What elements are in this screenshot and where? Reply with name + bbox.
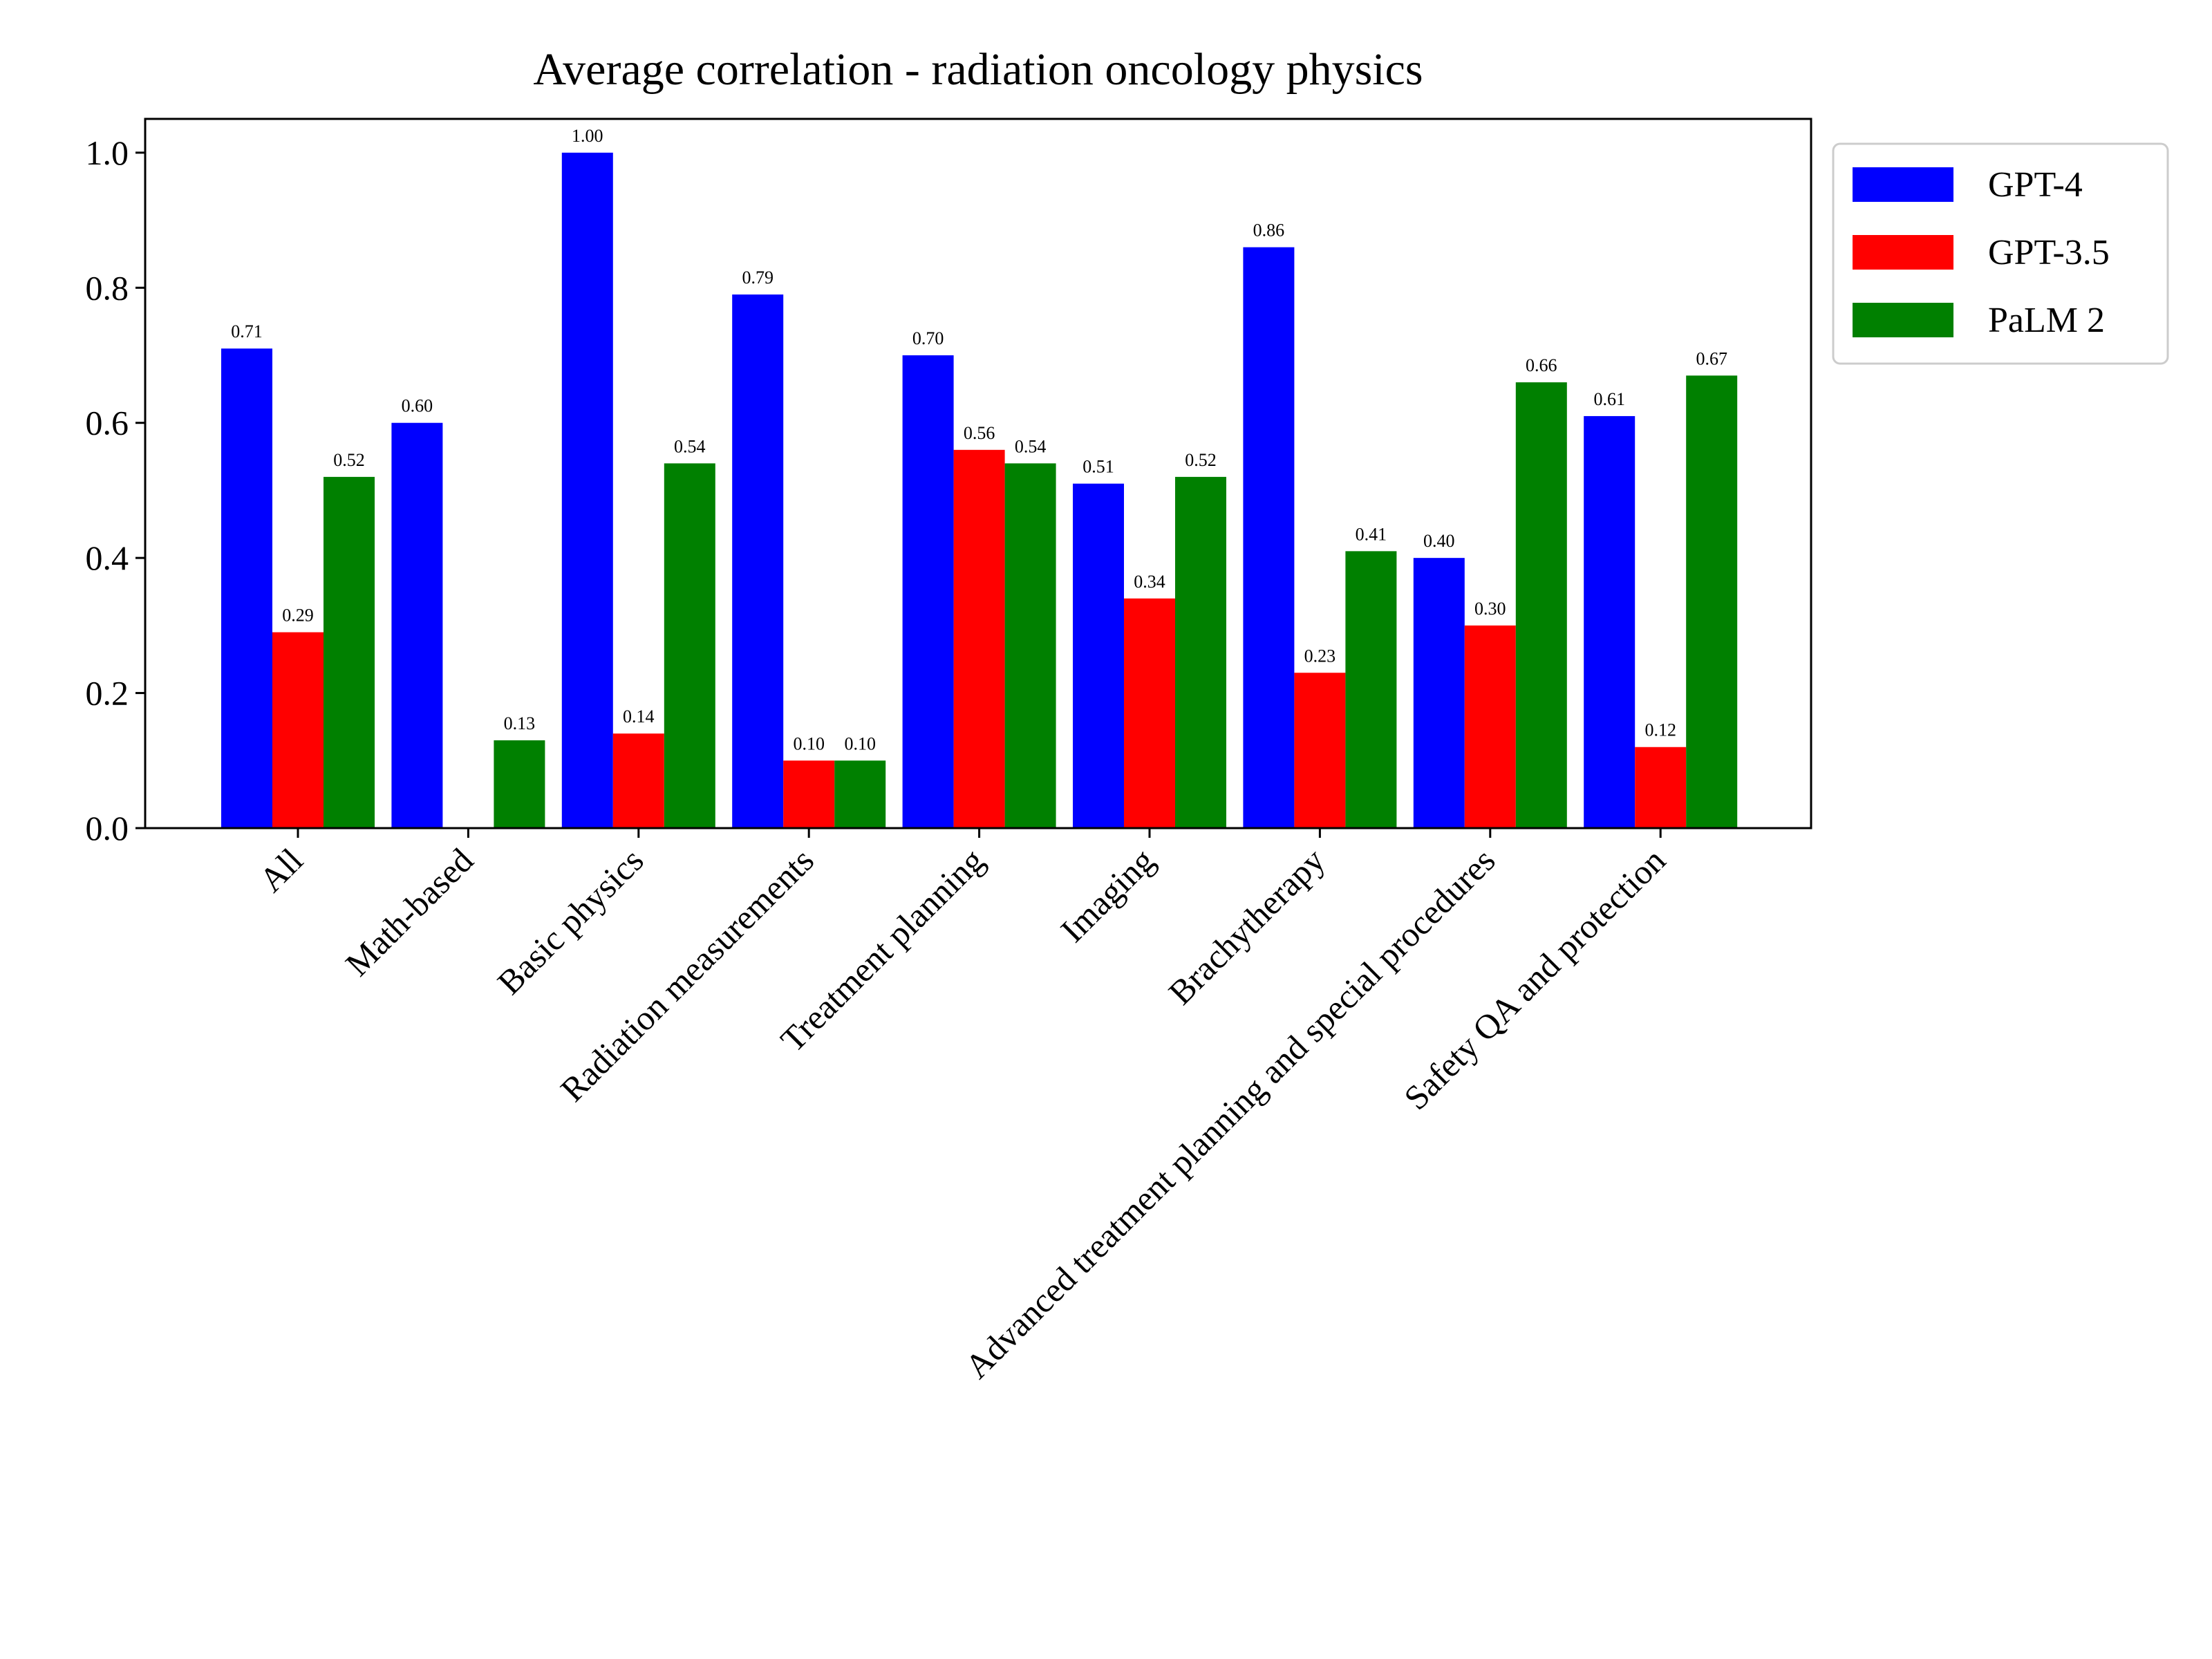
data-label-palm-2-1: 0.52	[333, 450, 365, 470]
bar-palm-2-6	[1175, 476, 1226, 828]
x-tick-label: Basic physics	[490, 841, 651, 1002]
bar-gpt-3-5-3	[612, 733, 664, 828]
y-tick-label: 0.2	[86, 674, 129, 713]
data-label-gpt-4-4: 0.79	[742, 268, 774, 288]
bar-gpt-4-9	[1584, 415, 1635, 828]
y-tick-label: 0.6	[86, 404, 129, 442]
plot-area: 0.71 0.60 1.00 0.79 0.70 0.51 0.86 0.40 0.61 0.29…	[86, 118, 1812, 1386]
bar-gpt-3-5-4	[783, 760, 835, 828]
data-label-gpt-4-3: 1.00	[572, 126, 603, 146]
legend: GPT-4 GPT-3.5 PaLM 2	[1832, 142, 2169, 365]
data-label-palm-2-7: 0.41	[1356, 524, 1387, 544]
data-label-palm-2-4: 0.10	[844, 733, 876, 753]
data-label-gpt-4-8: 0.40	[1423, 531, 1455, 551]
data-label-gpt-3-5-9: 0.12	[1644, 720, 1676, 740]
bar-gpt-4-8	[1413, 558, 1465, 828]
data-label-palm-2-8: 0.66	[1526, 355, 1557, 375]
bar-gpt-3-5-9	[1635, 747, 1687, 828]
bar-palm-2-4	[834, 760, 886, 828]
legend-entry-gpt-4: GPT-4	[1988, 165, 2083, 205]
data-label-gpt-4-6: 0.51	[1082, 457, 1114, 477]
data-label-gpt-4-5: 0.70	[912, 328, 944, 348]
data-label-gpt-3-5-8: 0.30	[1474, 599, 1506, 619]
legend-entry-palm-2: PaLM 2	[1988, 301, 2105, 340]
x-tick-label: Imaging	[1053, 841, 1161, 949]
bar-gpt-3-5-8	[1464, 625, 1516, 828]
data-label-gpt-3-5-3: 0.14	[623, 706, 655, 727]
legend-entry-gpt-3-5: GPT-3.5	[1988, 233, 2110, 272]
data-label-gpt-3-5-7: 0.23	[1304, 646, 1336, 666]
data-label-palm-2-9: 0.67	[1696, 348, 1727, 368]
bar-gpt-4-7	[1243, 247, 1295, 829]
bar-palm-2-3	[664, 463, 715, 828]
legend-swatch-gpt-3-5	[1853, 235, 1953, 270]
data-label-gpt-3-5-5: 0.56	[964, 423, 995, 443]
bar-gpt-4-1	[221, 348, 272, 828]
bar-gpt-4-6	[1073, 483, 1124, 828]
data-label-palm-2-2: 0.13	[504, 713, 536, 733]
data-label-gpt-4-9: 0.61	[1593, 389, 1625, 409]
bar-palm-2-9	[1686, 375, 1738, 828]
bar-palm-2-8	[1515, 382, 1567, 828]
x-tick-label: All	[252, 841, 310, 899]
x-tick-label: Brachytherapy	[1161, 841, 1332, 1012]
bar-gpt-3-5-1	[272, 632, 324, 828]
legend-swatch-gpt-4	[1853, 167, 1953, 202]
bar-palm-2-2	[494, 740, 545, 828]
x-tick-label: Math-based	[338, 841, 481, 984]
bar-gpt-4-5	[902, 355, 954, 828]
bar-palm-2-1	[324, 476, 375, 828]
bar-gpt-3-5-7	[1294, 673, 1346, 828]
data-label-palm-2-3: 0.54	[674, 436, 706, 456]
bar-gpt-4-2	[391, 422, 443, 828]
data-label-gpt-3-5-1: 0.29	[282, 606, 314, 626]
bar-gpt-4-3	[561, 152, 613, 828]
legend-swatch-palm-2	[1853, 303, 1953, 337]
bar-gpt-4-4	[732, 294, 784, 828]
data-label-gpt-3-5-4: 0.10	[793, 733, 825, 753]
data-label-palm-2-6: 0.52	[1185, 450, 1217, 470]
data-label-gpt-4-7: 0.86	[1253, 221, 1285, 241]
data-label-gpt-4-2: 0.60	[402, 396, 433, 416]
bar-palm-2-5	[1004, 463, 1056, 828]
axes-frame	[144, 118, 1812, 830]
bar-gpt-3-5-6	[1124, 598, 1175, 828]
bar-palm-2-7	[1345, 551, 1397, 828]
data-label-palm-2-5: 0.54	[1015, 436, 1047, 456]
y-tick-label: 0.4	[86, 538, 129, 577]
y-tick-label: 0.0	[86, 809, 129, 847]
y-tick-label: 0.8	[86, 268, 129, 307]
bar-gpt-3-5-5	[953, 449, 1005, 828]
y-tick-label: 1.0	[86, 133, 129, 172]
chart-title: Average correlation - radiation oncology…	[533, 44, 1423, 95]
data-label-gpt-4-1: 0.71	[231, 321, 263, 341]
data-label-gpt-3-5-6: 0.34	[1134, 572, 1165, 592]
